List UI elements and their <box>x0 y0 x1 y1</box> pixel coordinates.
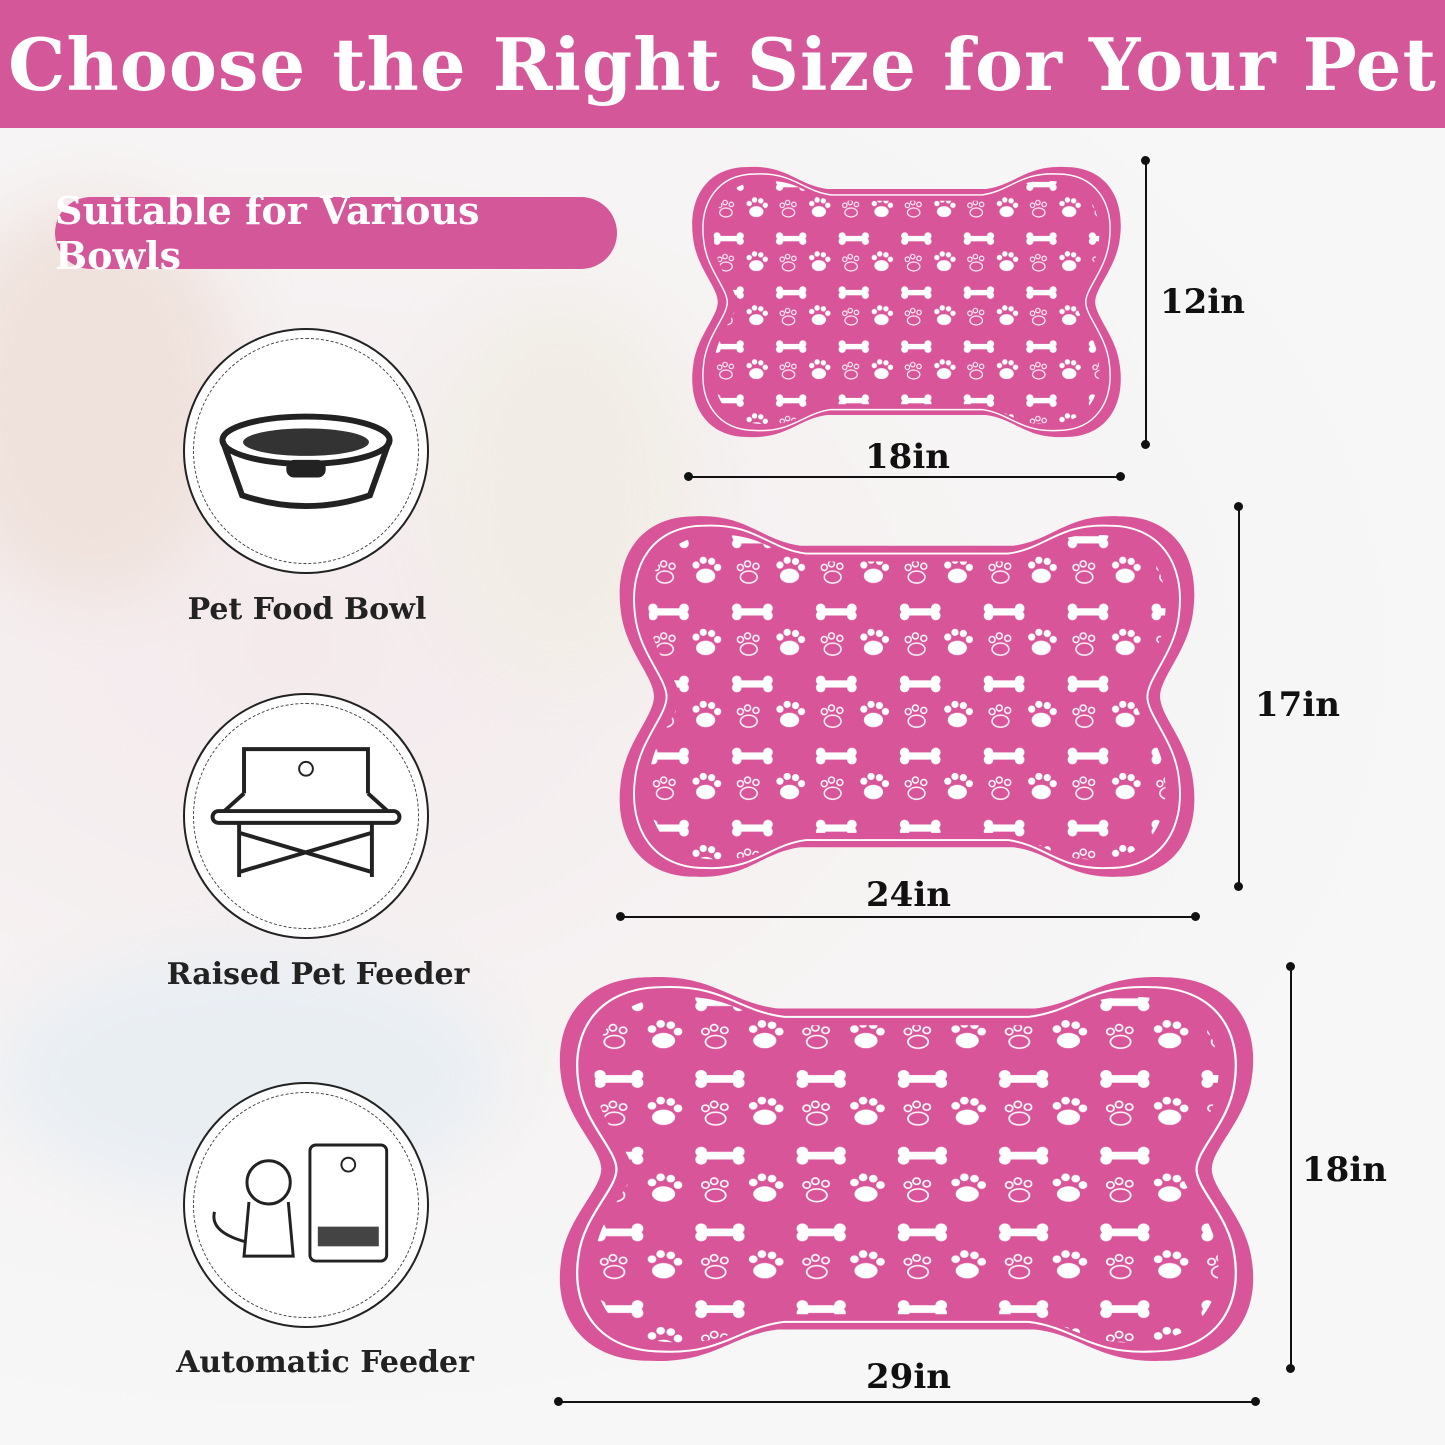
height-dimension-line <box>1290 966 1292 1368</box>
automatic-feeder-caption: Automatic Feeder <box>176 1345 474 1380</box>
width-label: 18in <box>865 437 950 477</box>
dimension-endpoint <box>1234 502 1243 511</box>
width-dimension-line <box>620 916 1195 918</box>
dimension-endpoint <box>1116 472 1125 481</box>
dimension-endpoint <box>1251 1397 1260 1406</box>
height-dimension-line <box>1238 506 1240 886</box>
dimension-endpoint <box>1286 962 1295 971</box>
bone-mat-1 <box>692 166 1121 438</box>
height-label: 12in <box>1160 282 1245 322</box>
width-label: 24in <box>866 875 951 915</box>
dimension-endpoint <box>616 912 625 921</box>
width-label: 29in <box>866 1357 951 1397</box>
raised-feeder-icon <box>183 693 429 939</box>
dimension-endpoint <box>1141 440 1150 449</box>
bowl-caption: Pet Food Bowl <box>187 592 427 627</box>
bone-mat-2 <box>619 516 1195 877</box>
dimension-endpoint <box>1141 156 1150 165</box>
dimension-endpoint <box>1286 1364 1295 1373</box>
height-label: 17in <box>1255 685 1340 725</box>
bone-mat-3 <box>559 977 1254 1361</box>
width-dimension-line <box>688 476 1120 478</box>
pet-food-bowl-icon <box>183 328 429 574</box>
width-dimension-line <box>558 1401 1255 1403</box>
dimension-endpoint <box>1234 882 1243 891</box>
dimension-endpoint <box>1191 912 1200 921</box>
bowls-badge: Suitable for Various Bowls <box>55 188 617 278</box>
automatic-feeder-icon <box>183 1082 429 1328</box>
height-label: 18in <box>1302 1150 1387 1190</box>
dimension-endpoint <box>554 1397 563 1406</box>
height-dimension-line <box>1145 160 1147 444</box>
header-banner: Choose the Right Size for Your Pet <box>0 0 1445 128</box>
raised-feeder-caption: Raised Pet Feeder <box>166 957 470 992</box>
page-title: Choose the Right Size for Your Pet <box>8 21 1437 107</box>
dimension-endpoint <box>684 472 693 481</box>
